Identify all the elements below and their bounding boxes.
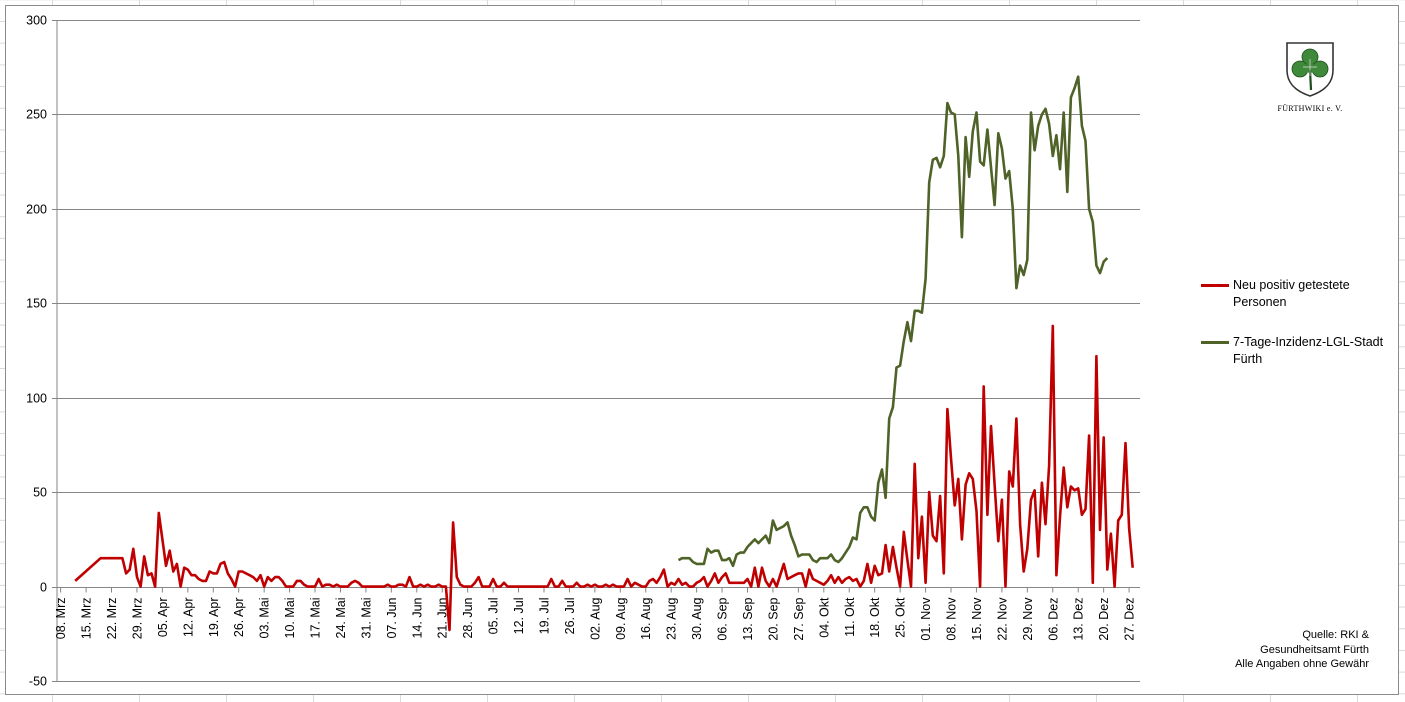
x-tick-label: 15. Nov bbox=[970, 597, 984, 641]
legend-label-line1: Neu positiv getestete bbox=[1233, 278, 1350, 292]
x-tick-label: 28. Jun bbox=[461, 597, 475, 638]
gridlines bbox=[52, 20, 1140, 682]
x-tick-label: 27. Sep bbox=[792, 597, 806, 640]
y-tick-label: 250 bbox=[26, 108, 47, 122]
x-tick-label: 07. Jun bbox=[385, 597, 399, 638]
chart-area: -50 0 50 100 150 200 250 300 08. Mrz 15. Mrz 22. … bbox=[5, 5, 1399, 695]
x-tick-label: 14. Jun bbox=[410, 597, 424, 638]
x-tick-label: 08. Mrz bbox=[54, 598, 68, 640]
y-tick-label: 300 bbox=[26, 14, 47, 28]
x-tick-label: 13. Sep bbox=[741, 597, 755, 640]
x-tick-label: 17. Mai bbox=[309, 598, 323, 639]
y-tick-label: 100 bbox=[26, 392, 47, 406]
y-tick-label: -50 bbox=[29, 675, 47, 689]
legend-label-line2: Personen bbox=[1233, 295, 1287, 309]
y-tick-label: 0 bbox=[40, 581, 47, 595]
x-tick-label: 30. Aug bbox=[690, 597, 704, 639]
x-tick-label: 22. Mrz bbox=[105, 598, 119, 640]
x-tick-label: 19. Apr bbox=[207, 598, 221, 638]
x-tick-label: 12. Jul bbox=[512, 598, 526, 635]
line-chart: -50 0 50 100 150 200 250 300 08. Mrz 15. Mrz 22. … bbox=[26, 14, 1140, 689]
x-tick-label: 05. Jul bbox=[487, 598, 501, 635]
x-tick-label: 09. Aug bbox=[614, 597, 628, 639]
x-tick-label: 06. Dez bbox=[1046, 598, 1060, 641]
source-note: Quelle: RKI & Gesundheitsamt Fürth Alle … bbox=[1235, 628, 1369, 672]
x-tick-label: 20. Sep bbox=[766, 597, 780, 640]
legend-swatch-green bbox=[1201, 341, 1229, 344]
source-line: Quelle: RKI & bbox=[1302, 629, 1369, 641]
x-tick-label: 22. Nov bbox=[995, 597, 1009, 641]
x-tick-label: 24. Mai bbox=[334, 598, 348, 639]
logo-wordmark: FÜRTHWIKI e. V. bbox=[1277, 104, 1343, 113]
x-tick-label: 31. Mai bbox=[359, 598, 373, 639]
x-tick-label: 21. Jun bbox=[436, 597, 450, 638]
fuerthwiki-logo: FÜRTHWIKI e. V. bbox=[1268, 40, 1352, 113]
disclaimer-line: Alle Angaben ohne Gewähr bbox=[1235, 658, 1369, 670]
x-tick-label: 10. Mai bbox=[283, 598, 297, 639]
x-tick-label: 19. Jul bbox=[537, 598, 551, 635]
legend-item-7-day-incidence: 7-Tage-Inzidenz-LGL-Stadt Fürth bbox=[1198, 334, 1403, 368]
x-tick-label: 03. Mai bbox=[258, 598, 272, 639]
x-axis-tick-labels: 08. Mrz 15. Mrz 22. Mrz 29. Mrz 05. Apr 12. A… bbox=[54, 597, 1136, 641]
legend-label-line2: Fürth bbox=[1233, 352, 1263, 366]
y-tick-label: 150 bbox=[26, 297, 47, 311]
x-tick-label: 01. Nov bbox=[919, 597, 933, 641]
x-tick-label: 11. Okt bbox=[843, 597, 857, 637]
x-tick-label: 16. Aug bbox=[639, 597, 653, 639]
x-tick-label: 08. Nov bbox=[945, 597, 959, 641]
x-tick-label: 25. Okt bbox=[894, 597, 908, 638]
x-tick-label: 18. Okt bbox=[868, 597, 882, 638]
x-tick-label: 20. Dez bbox=[1097, 598, 1111, 641]
x-tick-label: 27. Dez bbox=[1123, 598, 1137, 641]
x-tick-label: 12. Apr bbox=[181, 598, 195, 638]
series-line-7-day-incidence bbox=[677, 75, 1109, 568]
x-tick-label: 26. Jul bbox=[563, 598, 577, 635]
cloverleaf-coat-of-arms-icon bbox=[1286, 42, 1334, 97]
x-tick-label: 26. Apr bbox=[232, 598, 246, 638]
x-tick-label: 06. Sep bbox=[716, 597, 730, 640]
source-line: Gesundheitsamt Fürth bbox=[1260, 643, 1369, 656]
series-lines bbox=[74, 75, 1134, 632]
x-tick-label: 15. Mrz bbox=[80, 598, 94, 640]
x-tick-label: 29. Nov bbox=[1021, 597, 1035, 641]
legend-label-line1: 7-Tage-Inzidenz-LGL-Stadt bbox=[1233, 335, 1384, 349]
y-tick-label: 50 bbox=[33, 486, 47, 500]
y-axis-tick-labels: -50 0 50 100 150 200 250 300 bbox=[26, 14, 47, 689]
x-tick-label: 29. Mrz bbox=[130, 598, 144, 640]
series-line-new-positive bbox=[74, 324, 1134, 632]
y-tick-label: 200 bbox=[26, 203, 47, 217]
legend-swatch-red bbox=[1201, 284, 1229, 287]
x-tick-label: 04. Okt bbox=[817, 597, 831, 638]
x-tick-label: 23. Aug bbox=[665, 597, 679, 639]
x-tick-label: 13. Dez bbox=[1072, 598, 1086, 641]
x-tick-label: 05. Apr bbox=[156, 598, 170, 638]
legend-item-new-positive: Neu positiv getestete Personen bbox=[1198, 277, 1403, 311]
x-tick-label: 02. Aug bbox=[588, 597, 602, 639]
